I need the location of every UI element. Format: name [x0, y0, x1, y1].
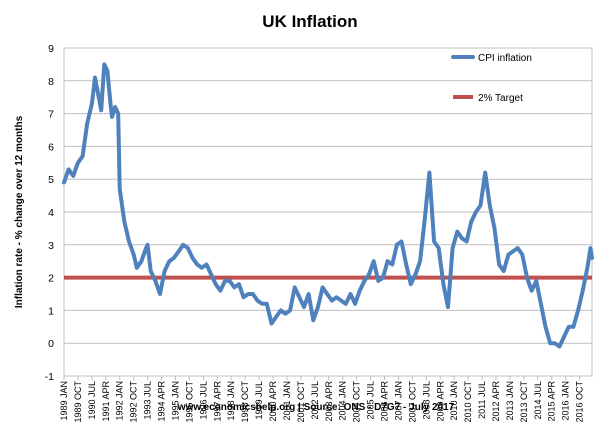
y-tick-label: 8: [48, 76, 54, 88]
x-tick-label: 2005 JUL: [366, 381, 376, 420]
x-tick-label: 2010 JAN: [449, 381, 459, 421]
x-tick-label: 2004 JAN: [338, 381, 348, 421]
x-tick-label: 1996 JUL: [198, 381, 208, 420]
x-tick-label: 2007 OCT: [407, 381, 417, 423]
y-tick-label: 6: [48, 141, 54, 153]
y-tick-label: 9: [48, 43, 54, 55]
x-tick-label: 2010 OCT: [463, 381, 473, 423]
x-tick-label: 2002 JUL: [310, 381, 320, 420]
x-tick-label: 1990 JUL: [87, 381, 97, 420]
x-tick-label: 1992 JAN: [115, 381, 125, 421]
x-tick-label: 1997 APR: [212, 381, 222, 422]
x-tick-label: 2013 JAN: [505, 381, 515, 421]
x-tick-label: 2016 OCT: [575, 381, 585, 423]
x-tick-label: 1989 OCT: [73, 381, 83, 423]
x-tick-label: 1998 JAN: [226, 381, 236, 421]
x-tick-label: 2000 APR: [268, 381, 278, 422]
y-axis-label: Inflation rate - % change over 12 months: [14, 115, 25, 308]
chart-title: UK Inflation: [262, 12, 357, 31]
x-tick-label: 1999 JUL: [254, 381, 264, 420]
x-tick-label: 2016 JAN: [561, 381, 571, 421]
x-tick-label: 1991 APR: [101, 381, 111, 422]
series-lines: [62, 62, 594, 349]
series-line-cpi: [62, 62, 594, 349]
y-tick-label: 7: [48, 109, 54, 121]
y-tick-label: 1: [48, 305, 54, 317]
x-tick-label: 2001 OCT: [296, 381, 306, 423]
y-tick-label: 5: [48, 174, 54, 186]
x-tick-label: 1998 OCT: [240, 381, 250, 423]
x-tick-label: 2011 JUL: [477, 381, 487, 419]
legend: CPI inflation 2% Target: [451, 53, 532, 104]
x-tick-label: 1993 JUL: [143, 381, 153, 420]
x-tick-label: 1995 OCT: [184, 381, 194, 423]
y-tick-label: -1: [45, 371, 54, 383]
x-tick-label: 2013 OCT: [519, 381, 529, 423]
x-tick-label: 2009 APR: [435, 381, 445, 422]
x-tick-label: 2004 OCT: [352, 381, 362, 423]
x-tick-label: 1992 OCT: [129, 381, 139, 423]
x-tick-label: 2006 APR: [380, 381, 390, 422]
legend-label-cpi: CPI inflation: [478, 53, 532, 64]
x-tick-label: 1989 JAN: [59, 381, 69, 421]
x-tick-label: 1995 JAN: [170, 381, 180, 421]
x-tick-label: 2007 JAN: [393, 381, 403, 421]
y-tick-label: 0: [48, 338, 54, 350]
x-tick-label: 2012 APR: [491, 381, 501, 422]
x-tick-label: 1994 APR: [157, 381, 167, 422]
source-note: www.economicshelp.org | Source: ONS - D7…: [177, 402, 455, 413]
x-axis-ticks: 1989 JAN 1989 OCT 1990 JUL 1991 APR 1992 JAN…: [59, 376, 585, 423]
x-tick-label: 2003 APR: [324, 381, 334, 422]
y-tick-label: 3: [48, 240, 54, 252]
x-tick-label: 2001 JAN: [282, 381, 292, 421]
x-tick-label: 2015 APR: [547, 381, 557, 422]
x-tick-label: 2014 JUL: [533, 381, 543, 420]
y-tick-label: 2: [48, 273, 54, 285]
x-tick-label: 2008 JUL: [421, 381, 431, 420]
y-axis-ticks: -1 0 1 2 3 4 5 6 7 8 9: [45, 43, 55, 383]
legend-label-target: 2% Target: [478, 93, 523, 104]
y-tick-label: 4: [48, 207, 54, 219]
